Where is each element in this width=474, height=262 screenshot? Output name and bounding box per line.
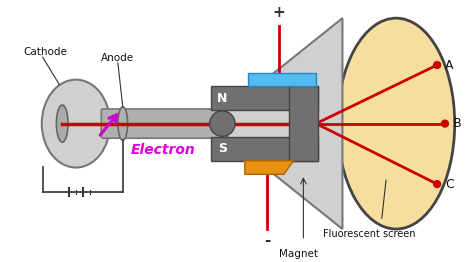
Text: N: N <box>217 92 228 105</box>
Circle shape <box>434 62 440 68</box>
Text: B: B <box>453 117 461 130</box>
Text: S: S <box>218 143 227 155</box>
Ellipse shape <box>210 111 235 136</box>
Ellipse shape <box>337 18 455 229</box>
Text: Magnet: Magnet <box>279 249 318 259</box>
Text: A: A <box>445 58 454 72</box>
Polygon shape <box>289 86 318 161</box>
Ellipse shape <box>56 105 68 142</box>
Text: C: C <box>445 178 454 191</box>
Polygon shape <box>210 86 318 110</box>
Text: +: + <box>273 5 285 20</box>
Polygon shape <box>210 137 318 161</box>
Text: -: - <box>264 233 271 248</box>
Polygon shape <box>225 18 342 229</box>
Text: Fluorescent screen: Fluorescent screen <box>322 229 415 239</box>
Text: Electron: Electron <box>130 143 195 157</box>
Text: Cathode: Cathode <box>23 47 67 57</box>
FancyBboxPatch shape <box>101 109 222 138</box>
Ellipse shape <box>118 107 128 140</box>
Text: Anode: Anode <box>101 53 135 63</box>
Polygon shape <box>245 161 293 174</box>
Polygon shape <box>248 73 316 86</box>
Circle shape <box>441 120 448 127</box>
Ellipse shape <box>42 80 110 167</box>
Circle shape <box>434 181 440 188</box>
